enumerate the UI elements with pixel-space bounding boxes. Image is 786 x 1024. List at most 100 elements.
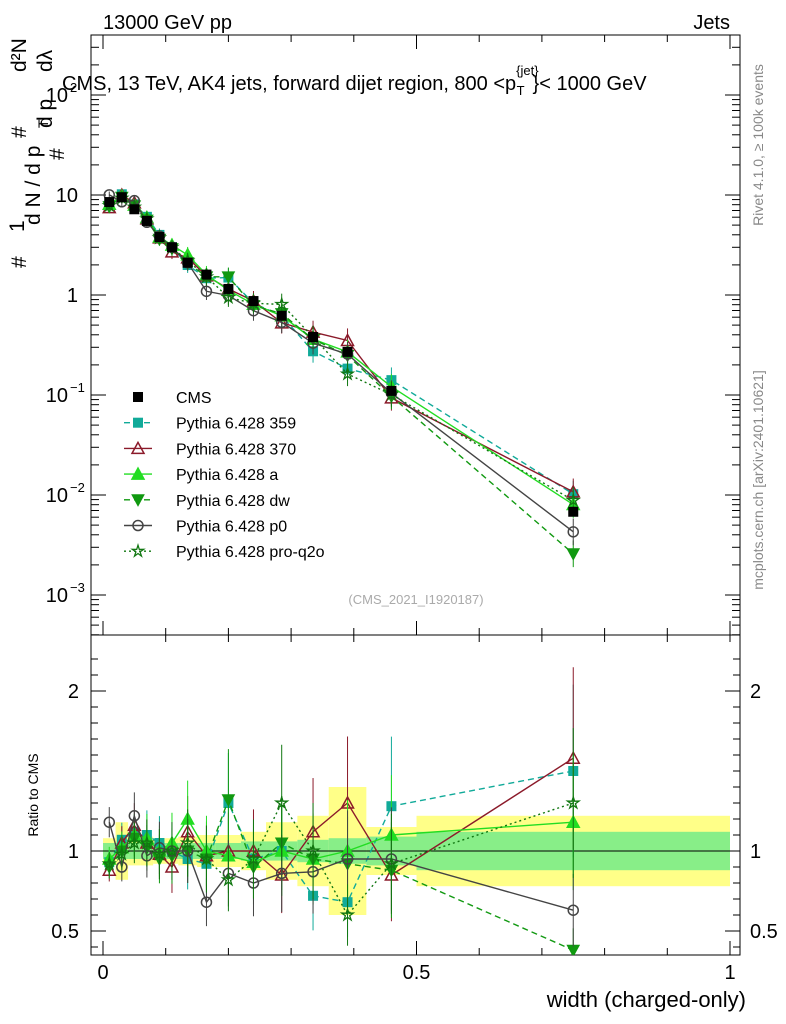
legend-label: Pythia 6.428 dw: [176, 493, 290, 510]
series-point-ratio: [341, 853, 354, 865]
ratio-tick-label: 0.5: [51, 921, 79, 943]
ratio-frame: [90, 634, 741, 956]
legend-marker: [131, 494, 145, 507]
y-tick-exponent: −3: [70, 580, 85, 595]
ylabel-d2n: d²N: [8, 38, 31, 72]
ratio-tick-label-right: 1: [750, 841, 761, 863]
x-tick-label: 1: [724, 962, 735, 984]
data-point: [248, 296, 259, 307]
series-point-ratio: [179, 834, 196, 850]
data-point: [223, 283, 234, 294]
ylabel-dn: d N / d p: [22, 146, 45, 225]
data-point: [308, 332, 319, 343]
series-point-ratio: [383, 855, 400, 871]
data-point: [201, 269, 212, 280]
y-tick-label: 10: [46, 385, 68, 407]
ratio-tick-label: 2: [68, 681, 79, 703]
y-tick-label: 10: [46, 85, 68, 107]
series-point-main: [220, 289, 237, 305]
legend-marker: [130, 440, 146, 455]
series-point-ratio: [139, 834, 155, 850]
y-tick-exponent: 2: [70, 80, 77, 95]
legend-label-data: CMS: [176, 390, 212, 407]
ylabel-dpt: d p: [34, 99, 57, 128]
legend-label: Pythia 6.428 pro-q2o: [176, 544, 325, 561]
data-point: [276, 310, 287, 321]
series-point-ratio: [221, 794, 236, 807]
series-point-ratio: [273, 794, 290, 810]
series-point-ratio: [305, 842, 321, 858]
ylabel-hash-3: #: [46, 148, 69, 160]
series-point-ratio: [198, 850, 215, 866]
legend-label: Pythia 6.428 359: [176, 416, 296, 433]
series-point-main: [567, 526, 579, 538]
y-tick-label: 10: [46, 585, 68, 607]
legend-marker: [132, 519, 144, 532]
data-point: [182, 257, 193, 268]
ratio-tick-label-right: 0.5: [750, 921, 778, 943]
series-point-ratio: [200, 896, 213, 908]
x-axis-label: width (charged-only): [546, 987, 746, 1012]
legend-label: Pythia 6.428 p0: [176, 519, 287, 536]
legend: CMS Pythia 6.428 359 Pythia 6.428 370 Pythi…: [124, 390, 325, 561]
title-sub: T: [517, 83, 525, 98]
ratio-y-axis-label: Ratio to CMS: [25, 753, 41, 836]
legend-marker: [130, 466, 146, 480]
series-point-ratio: [567, 904, 579, 916]
series-point-main: [565, 492, 582, 507]
series-point-ratio: [565, 794, 582, 810]
series-point-ratio: [103, 816, 116, 828]
header-right: Jets: [693, 12, 730, 34]
data-point: [141, 215, 152, 226]
legend-marker: [133, 417, 143, 428]
chart-title: CMS, 13 TeV, AK4 jets, forward dijet reg…: [62, 63, 647, 98]
ratio-tick-label-right: 2: [750, 681, 761, 703]
title-main: CMS, 13 TeV, AK4 jets, forward dijet reg…: [62, 73, 516, 95]
ylabel-hash-2: #: [8, 126, 31, 138]
ylabel-t-sub: T: [35, 119, 51, 128]
mcplots-label: mcplots.cern.ch [arXiv:2401.10621]: [750, 370, 766, 589]
series-point-ratio: [114, 846, 130, 861]
series-point-ratio: [220, 871, 237, 887]
series-point-main: [273, 296, 290, 311]
main-y-axis-label: # d N / d p T 1 # d²N # d p dλ: [6, 38, 69, 268]
series-point-ratio: [128, 810, 141, 822]
legend-marker: [130, 543, 146, 558]
main-plot-marks: [101, 187, 582, 568]
data-point: [166, 242, 177, 253]
y-tick-exponent: −2: [70, 480, 85, 495]
series-point-ratio: [245, 850, 262, 866]
ylabel-hash-1: #: [8, 256, 31, 268]
ylabel-dl: dλ: [34, 49, 57, 72]
series-point-main: [566, 548, 581, 561]
data-point: [116, 192, 127, 203]
data-point: [129, 204, 140, 215]
x-tick-label: 0.5: [403, 962, 431, 984]
title-sup: {jet}: [516, 63, 539, 78]
ylabel-one: 1: [6, 220, 29, 232]
series-point-main: [339, 365, 356, 381]
series-point-ratio: [164, 842, 180, 858]
y-tick-label: 10: [56, 185, 78, 207]
series-point-ratio: [339, 906, 356, 922]
legend-label: Pythia 6.428 a: [176, 467, 278, 484]
data-point: [154, 232, 165, 243]
header-left: 13000 GeV pp: [103, 12, 232, 34]
series-point-ratio: [101, 855, 118, 871]
title-end: }< 1000 GeV: [533, 73, 648, 95]
series-point-ratio: [126, 834, 143, 850]
series-point-ratio: [275, 867, 288, 880]
series-point-ratio: [151, 846, 168, 861]
rivet-label: Rivet 4.1.0, ≥ 100k events: [750, 64, 766, 226]
ratio-tick-label: 1: [68, 841, 79, 863]
ratio-plot-marks: [101, 667, 582, 955]
legend-label: Pythia 6.428 370: [176, 441, 296, 458]
data-point: [104, 197, 115, 208]
y-tick-exponent: −1: [70, 380, 85, 395]
y-tick-label: 10: [46, 485, 68, 507]
series-point-main: [221, 271, 236, 284]
analysis-watermark: (CMS_2021_I1920187): [348, 592, 483, 607]
x-tick-label: 0: [97, 962, 108, 984]
